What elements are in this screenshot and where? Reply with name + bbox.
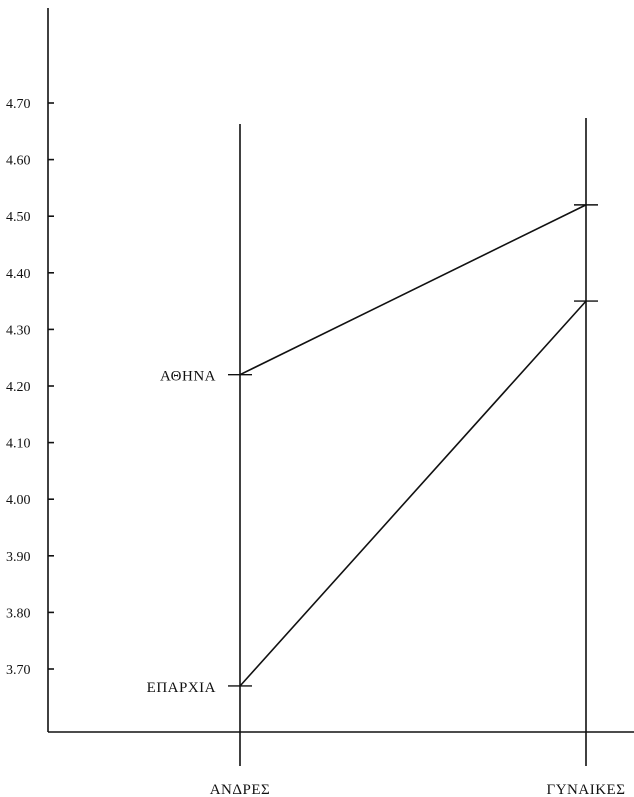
series-group: ΑΘΗΝΑ ΕΠΑΡΧΙΑ bbox=[147, 204, 598, 696]
series-label: ΕΠΑΡΧΙΑ bbox=[147, 680, 216, 696]
y-tick-label: 4.30 bbox=[6, 323, 31, 338]
y-tick-label: 3.80 bbox=[6, 606, 31, 621]
y-tick-label: 4.70 bbox=[6, 97, 31, 112]
category-guide-lines bbox=[239, 118, 587, 766]
y-tick-label: 4.20 bbox=[6, 380, 31, 395]
x-category-label: ΑΝΔΡΕΣ bbox=[210, 782, 271, 797]
chart-axes bbox=[47, 8, 634, 733]
y-tick-label: 3.70 bbox=[6, 663, 31, 678]
series-label: ΑΘΗΝΑ bbox=[160, 369, 216, 385]
y-tick-label: 4.10 bbox=[6, 437, 31, 452]
x-category-label: ΓΥΝΑΙΚΕΣ bbox=[547, 782, 626, 797]
y-tick-label: 4.00 bbox=[6, 493, 31, 508]
y-tick-label: 4.50 bbox=[6, 210, 31, 225]
series-line bbox=[239, 204, 587, 376]
y-tick-label: 3.90 bbox=[6, 550, 31, 565]
y-tick-label: 4.60 bbox=[6, 154, 31, 169]
series-line bbox=[239, 300, 587, 687]
y-axis-ticks: 3.70 3.80 3.90 4.00 4.10 4.20 4.30 4.40 4.50 4.60… bbox=[6, 97, 54, 678]
x-axis-category-labels: ΑΝΔΡΕΣ ΓΥΝΑΙΚΕΣ bbox=[210, 782, 626, 797]
y-tick-label: 4.40 bbox=[6, 267, 31, 282]
